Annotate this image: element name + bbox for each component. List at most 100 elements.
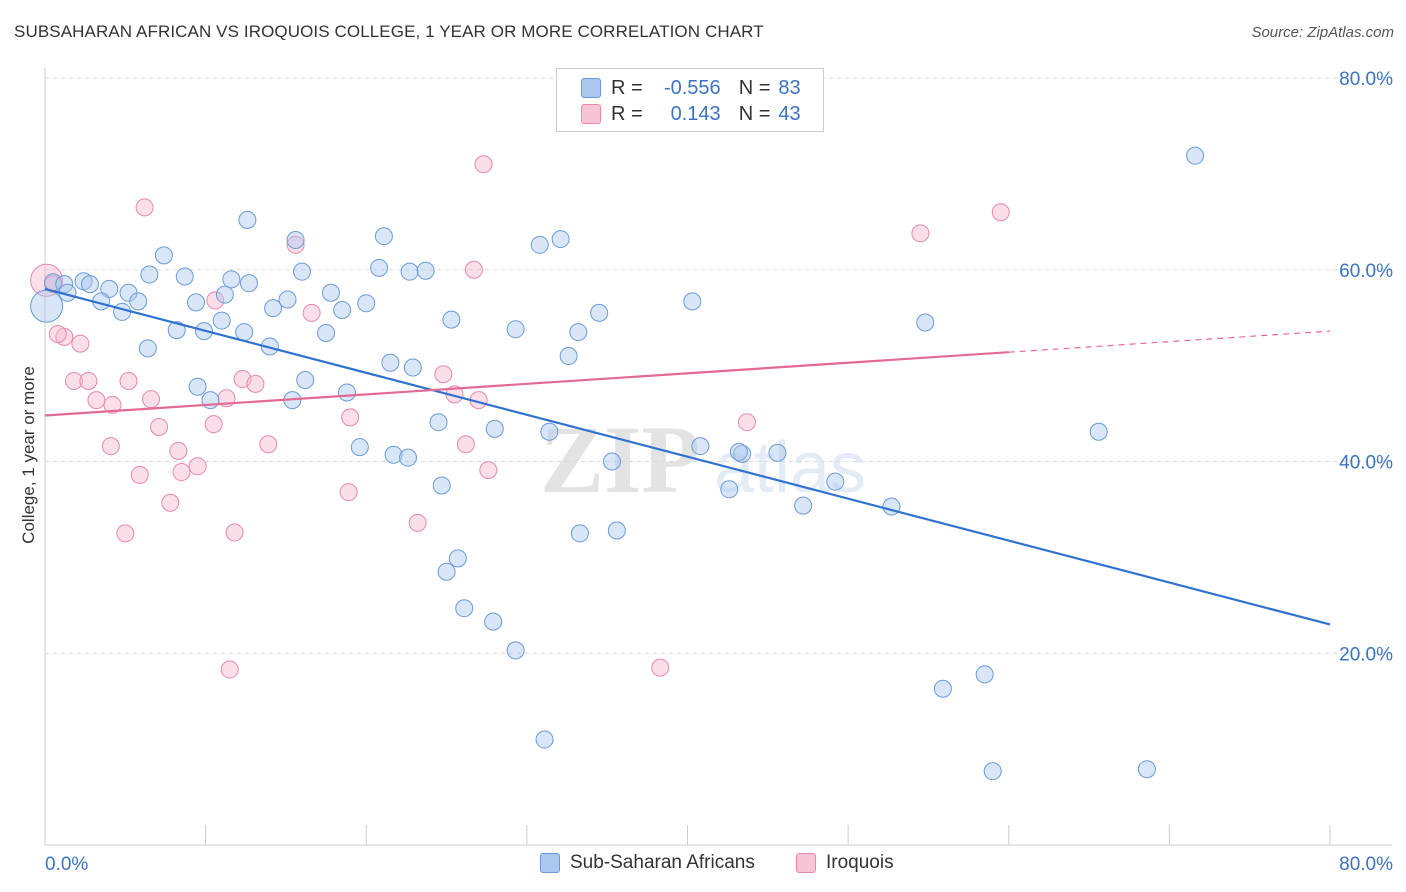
x-tick-label: 0.0% [45,854,88,875]
r-label: R = [611,102,643,125]
subsaharan-point [432,476,451,495]
n-label: N = [738,102,771,125]
iroquois-point [286,235,305,254]
subsaharan-point [720,480,739,499]
subsaharan-point [1137,760,1156,779]
subsaharan-point [129,292,148,311]
subsaharan-point [733,444,752,463]
n-value: 83 [778,76,801,99]
subsaharan-point [222,270,241,289]
subsaharan-point [916,313,935,332]
r-value: 0.143 [670,102,721,125]
iroquois-point [464,260,483,279]
subsaharan-point [30,289,64,323]
subsaharan-point [264,299,283,318]
legend-label: Sub-Saharan Africans [570,852,755,873]
subsaharan-point [794,496,813,515]
subsaharan-point [400,262,419,281]
iroquois-point [188,457,207,476]
iroquois-point [737,413,756,432]
subsaharan-point [416,261,435,280]
iroquois-point [142,390,161,409]
subsaharan-point [768,443,787,462]
subsaharan-point [1089,422,1108,441]
iroquois-point [991,203,1010,222]
iroquois-point [474,155,493,174]
subsaharan-point [317,324,336,343]
subsaharan-point [590,303,609,322]
subsaharan-point [212,311,231,330]
iroquois-point [119,371,138,390]
iroquois-point [911,224,930,243]
iroquois-trend-line [44,351,1009,417]
y-tick-label: 40.0% [1339,453,1393,474]
n-label: N = [738,76,771,99]
subsaharan-point [484,612,503,631]
iroquois-point [79,371,98,390]
subsaharan-point [569,323,588,342]
iroquois-point [408,513,427,532]
subsaharan-point [374,227,393,246]
subsaharan-point [238,210,257,229]
subsaharan-point [239,274,258,293]
subsaharan-point [140,265,159,284]
subsaharan-point [607,521,626,540]
iroquois-point [220,660,239,679]
iroquois-point [204,415,223,434]
iroquois-points [30,155,1010,679]
iroquois-point [302,303,321,322]
subsaharan-point [296,371,315,390]
subsaharan-point [384,445,403,464]
legend-item-subsaharan[interactable]: Sub-Saharan Africans [540,852,755,874]
subsaharan-point [186,293,205,312]
subsaharan-point [215,285,234,304]
iroquois-trend-extension [1008,330,1331,353]
iroquois-point [456,435,475,454]
iroquois-point [246,374,265,393]
subsaharan-point [321,283,340,302]
r-label: R = [611,76,643,99]
trend-lines [44,287,1331,626]
series-legend: Sub-Saharan Africans Iroquois [0,852,1406,878]
subsaharan-point [540,422,559,441]
subsaharan-point [113,302,132,321]
iroquois-point [169,441,188,460]
subsaharan-point [448,549,467,568]
subsaharan-point [933,679,952,698]
iroquois-point [30,263,64,297]
subsaharan-point [442,310,461,329]
subsaharan-point [975,665,994,684]
axes [44,68,1392,846]
subsaharan-point [551,230,570,249]
subsaharan-point [381,353,400,372]
n-value: 43 [778,102,801,125]
y-tick-label: 80.0% [1339,69,1393,90]
subsaharan-points [30,146,1205,781]
iroquois-point [103,395,122,414]
iroquois-point [161,493,180,512]
subsaharan-point [370,258,389,277]
legend-row-subsaharan: R = -0.556 N = 83 [581,75,801,101]
iroquois-point [71,334,90,353]
iroquois-point [225,523,244,542]
pink-swatch [796,853,816,873]
iroquois-point [651,658,670,677]
subsaharan-point [826,472,845,491]
correlation-legend: R = -0.556 N = 83 R = 0.143 N = 43 [556,68,824,132]
iroquois-point [259,435,278,454]
subsaharan-point [691,437,710,456]
iroquois-point [64,371,83,390]
subsaharan-point [559,347,578,366]
legend-label: Iroquois [826,852,894,873]
tick-labels: 20.0% 40.0% 60.0% 80.0% 0.0% 80.0% [45,69,1393,875]
blue-swatch [540,853,560,873]
chart-title: SUBSAHARAN AFRICAN VS IROQUOIS COLLEGE, … [14,22,764,41]
legend-item-iroquois[interactable]: Iroquois [796,852,894,874]
iroquois-point [116,524,135,543]
subsaharan-point [286,231,305,250]
subsaharan-point [80,275,99,294]
iroquois-point [130,465,149,484]
iroquois-point [206,291,225,310]
iroquois-point [341,408,360,427]
